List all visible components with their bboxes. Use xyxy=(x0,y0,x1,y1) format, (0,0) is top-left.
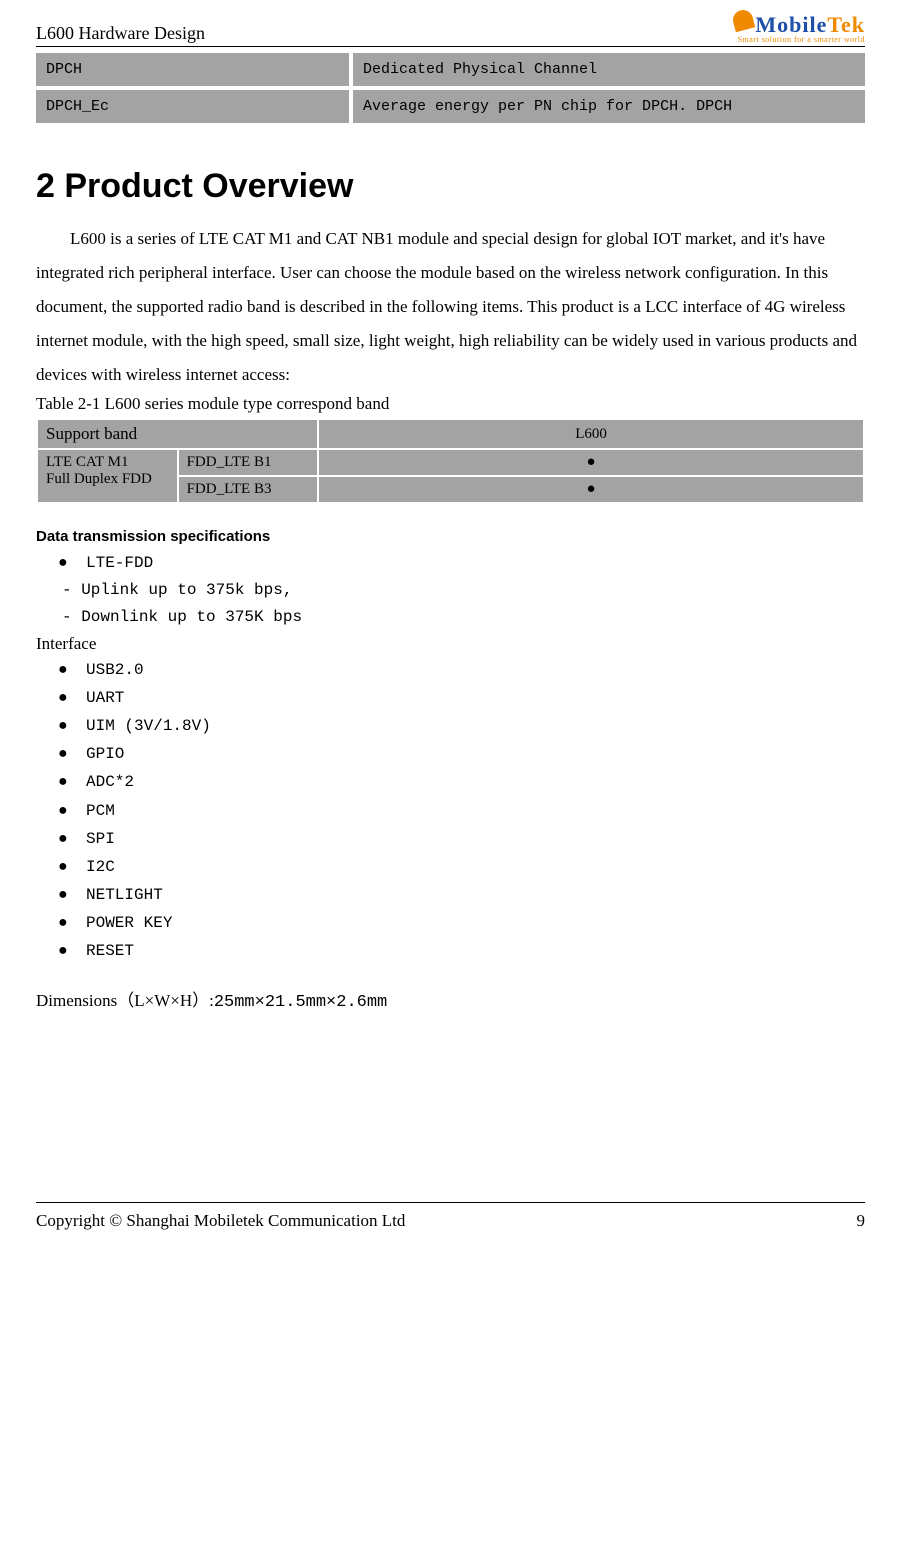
logo-mark-icon xyxy=(731,8,755,32)
footer-page-number: 9 xyxy=(857,1211,866,1231)
band-mark: ● xyxy=(318,449,864,476)
abbr-cell: DPCH_Ec xyxy=(36,88,351,125)
logo-tagline: Smart solution for a smarter world xyxy=(733,36,865,44)
interface-label: Interface xyxy=(36,634,865,654)
logo-text-m: M xyxy=(755,12,777,37)
row-group-line2: Full Duplex FDD xyxy=(46,471,169,488)
band-cell: FDD_LTE B1 xyxy=(178,449,319,476)
dimensions-line: Dimensions（L×W×H）:25mm×21.5mm×2.6mm xyxy=(36,986,865,1012)
product-col-header: L600 xyxy=(318,419,864,449)
list-item: RESET xyxy=(86,937,865,965)
list-item: NETLIGHT xyxy=(86,881,865,909)
support-band-header: Support band xyxy=(37,419,318,449)
list-item: I2C xyxy=(86,853,865,881)
footer-copyright: Copyright © Shanghai Mobiletek Communica… xyxy=(36,1211,405,1231)
channels-table: DPCH Dedicated Physical Channel DPCH_Ec … xyxy=(36,53,865,127)
section-heading: 2 Product Overview xyxy=(36,167,865,206)
bands-table: Support band L600 LTE CAT M1 Full Duplex… xyxy=(36,418,865,504)
list-item: LTE-FDD xyxy=(86,549,865,577)
desc-cell: Average energy per PN chip for DPCH. DPC… xyxy=(351,88,865,125)
section-intro: L600 is a series of LTE CAT M1 and CAT N… xyxy=(36,222,865,392)
bands-table-caption: Table 2-1 L600 series module type corres… xyxy=(36,394,865,414)
table-row: DPCH Dedicated Physical Channel xyxy=(36,53,865,88)
list-item: GPIO xyxy=(86,740,865,768)
data-trans-list: LTE-FDD xyxy=(36,549,865,577)
dimensions-value: 25mm×21.5mm×2.6mm xyxy=(214,993,387,1012)
data-trans-title: Data transmission specifications xyxy=(36,528,865,545)
dimensions-label: Dimensions（L×W×H）: xyxy=(36,991,214,1010)
doc-title: L600 Hardware Design xyxy=(36,23,205,44)
list-item: UIM (3V/1.8V) xyxy=(86,712,865,740)
page-footer: Copyright © Shanghai Mobiletek Communica… xyxy=(36,1202,865,1231)
list-item: PCM xyxy=(86,797,865,825)
abbr-cell: DPCH xyxy=(36,53,351,88)
list-item: USB2.0 xyxy=(86,656,865,684)
uplink-line: - Uplink up to 375k bps, xyxy=(36,577,865,604)
band-mark: ● xyxy=(318,476,864,503)
list-item: POWER KEY xyxy=(86,909,865,937)
downlink-line: - Downlink up to 375K bps xyxy=(36,604,865,631)
table-row: Support band L600 xyxy=(37,419,864,449)
row-group-line1: LTE CAT M1 xyxy=(46,454,169,471)
table-row: LTE CAT M1 Full Duplex FDD FDD_LTE B1 ● xyxy=(37,449,864,476)
logo-text-obile: obile xyxy=(777,12,827,37)
desc-cell: Dedicated Physical Channel xyxy=(351,53,865,88)
logo-text-tek: Tek xyxy=(827,12,865,37)
page-header: L600 Hardware Design MobileTek Smart sol… xyxy=(36,12,865,47)
band-cell: FDD_LTE B3 xyxy=(178,476,319,503)
brand-logo: MobileTek Smart solution for a smarter w… xyxy=(733,12,865,44)
list-item: ADC*2 xyxy=(86,768,865,796)
interface-list: USB2.0 UART UIM (3V/1.8V) GPIO ADC*2 PCM… xyxy=(36,656,865,966)
row-group-cell: LTE CAT M1 Full Duplex FDD xyxy=(37,449,178,503)
table-row: DPCH_Ec Average energy per PN chip for D… xyxy=(36,88,865,125)
list-item: SPI xyxy=(86,825,865,853)
list-item: UART xyxy=(86,684,865,712)
